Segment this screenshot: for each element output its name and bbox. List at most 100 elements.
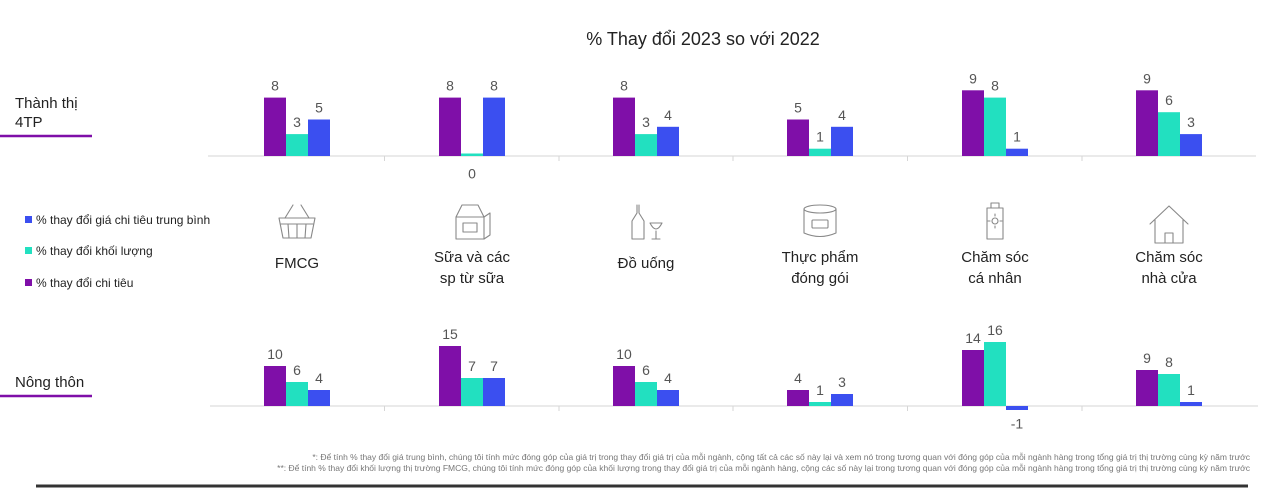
bar-urban-spend-2 [613,97,635,156]
data-label-urban-volume-3: 1 [816,129,824,145]
bar-rural-volume-1 [461,378,483,406]
data-label-rural-volume-1: 7 [468,358,476,374]
bar-urban-volume-2 [635,134,657,156]
data-label-rural-spend-5: 9 [1143,350,1151,366]
bar-rural-volume-4 [984,342,1006,406]
basket-icon [278,204,316,239]
data-label-urban-avg_price-1: 8 [490,78,498,94]
bar-rural-avg_price-5 [1180,402,1202,406]
category-label-1-line2: sp từ sữa [440,270,505,287]
data-label-urban-spend-3: 5 [794,100,802,116]
category-label-3-line2: đóng gói [791,270,849,287]
bar-rural-avg_price-4 [1006,406,1028,410]
legend-swatch-volume [25,247,32,254]
food-can-icon [803,204,837,238]
legend: % thay đổi giá chi tiêu trung bình % thay… [25,213,210,290]
bar-urban-volume-1 [461,153,483,156]
data-label-urban-spend-4: 9 [969,70,977,86]
data-label-urban-avg_price-3: 4 [838,107,846,123]
bar-urban-volume-3 [809,148,831,156]
data-label-urban-volume-2: 3 [642,114,650,130]
bar-urban-avg_price-4 [1006,148,1028,156]
data-label-rural-volume-3: 1 [816,382,824,398]
category-label-4-line2: cá nhân [968,270,1021,287]
data-label-urban-avg_price-0: 5 [315,100,323,116]
legend-label-volume: % thay đổi khối lượng [36,244,153,258]
data-label-urban-spend-1: 8 [446,78,454,94]
category-label-4-line1: Chăm sóc [961,249,1029,266]
category-label-3-line1: Thực phẩm [782,249,859,266]
data-label-rural-avg_price-4: -1 [1011,416,1024,432]
data-label-urban-spend-2: 8 [620,78,628,94]
category-label-2-line1: Đồ uống [618,255,675,272]
house-icon [1149,205,1189,244]
bar-rural-spend-1 [439,346,461,406]
bar-rural-avg_price-3 [831,394,853,406]
bar-urban-volume-0 [286,134,308,156]
region-label-rural: Nông thôn [0,374,92,398]
bar-rural-avg_price-2 [657,390,679,406]
milk-carton-icon [455,204,491,240]
legend-label-spend: % thay đổi chi tiêu [36,276,133,290]
footnote-2: **: Để tính % thay đổi khối lượng thị tr… [277,463,1251,473]
region-label-urban-line2: 4TP [15,114,43,131]
category-label-5-line2: nhà cửa [1141,270,1197,287]
data-label-rural-avg_price-3: 3 [838,374,846,390]
category-label-5-line1: Chăm sóc [1135,249,1203,266]
bar-urban-avg_price-5 [1180,134,1202,156]
region-label-rural-line1: Nông thôn [15,374,84,391]
category-label-0-line1: FMCG [275,255,319,272]
category-labels: FMCG Sữa và các sp từ sữa Đồ uống Thực phẩm đ… [275,202,1203,287]
bar-rural-avg_price-1 [483,378,505,406]
data-label-rural-spend-4: 14 [965,330,981,346]
bottle-glass-icon [631,204,663,240]
data-label-rural-avg_price-1: 7 [490,358,498,374]
region-label-urban: Thành thị 4TP [0,95,92,138]
bar-rural-avg_price-0 [308,390,330,406]
data-label-urban-volume-1: 0 [468,166,476,182]
bar-urban-spend-0 [264,97,286,156]
bar-urban-avg_price-2 [657,126,679,156]
data-label-urban-spend-5: 9 [1143,70,1151,86]
data-label-rural-avg_price-2: 4 [664,370,672,386]
data-label-rural-spend-0: 10 [267,346,283,362]
legend-label-avg_price: % thay đổi giá chi tiêu trung bình [36,213,210,227]
bar-urban-spend-1 [439,97,461,156]
bar-rural-volume-2 [635,382,657,406]
data-label-urban-avg_price-4: 1 [1013,129,1021,145]
bar-rural-spend-5 [1136,370,1158,406]
bar-urban-avg_price-0 [308,119,330,156]
data-label-rural-spend-3: 4 [794,370,802,386]
chart-title: % Thay đổi 2023 so với 2022 [586,29,820,49]
data-label-rural-volume-5: 8 [1165,354,1173,370]
data-label-urban-volume-0: 3 [293,114,301,130]
data-label-urban-spend-0: 8 [271,78,279,94]
bar-urban-volume-4 [984,97,1006,156]
legend-swatch-spend [25,279,32,286]
data-label-rural-volume-4: 16 [987,322,1003,338]
bar-urban-spend-4 [962,90,984,156]
bar-rural-volume-0 [286,382,308,406]
data-label-urban-avg_price-5: 3 [1187,114,1195,130]
bars-rural: 10 15 10 4 14 9 6 7 6 1 16 8 4 7 4 3 -1 1 [210,322,1258,432]
data-label-urban-avg_price-2: 4 [664,107,672,123]
legend-swatch-avg_price [25,216,32,223]
bar-urban-avg_price-3 [831,126,853,156]
bar-rural-volume-5 [1158,374,1180,406]
bar-urban-spend-3 [787,119,809,156]
category-label-1-line1: Sữa và các [434,249,510,266]
bar-rural-spend-4 [962,350,984,406]
bar-rural-volume-3 [809,402,831,406]
bar-rural-spend-2 [613,366,635,406]
data-label-rural-avg_price-0: 4 [315,370,323,386]
data-label-rural-spend-1: 15 [442,326,458,342]
bar-rural-spend-3 [787,390,809,406]
data-label-rural-volume-2: 6 [642,362,650,378]
data-label-urban-volume-4: 8 [991,78,999,94]
data-label-rural-volume-0: 6 [293,362,301,378]
bar-urban-avg_price-1 [483,97,505,156]
data-label-urban-volume-5: 6 [1165,92,1173,108]
bar-rural-spend-0 [264,366,286,406]
